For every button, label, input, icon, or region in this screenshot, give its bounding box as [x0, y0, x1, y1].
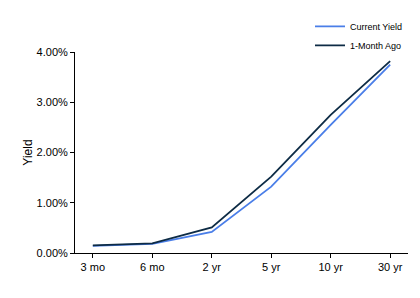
svg-text:1-Month Ago: 1-Month Ago: [350, 41, 401, 51]
svg-text:6 mo: 6 mo: [140, 261, 164, 273]
svg-text:5 yr: 5 yr: [262, 261, 281, 273]
svg-text:3.00%: 3.00%: [37, 96, 68, 108]
svg-text:4.00%: 4.00%: [37, 46, 68, 58]
svg-text:2.00%: 2.00%: [37, 146, 68, 158]
svg-text:3 mo: 3 mo: [81, 261, 105, 273]
svg-text:Current Yield: Current Yield: [350, 22, 402, 32]
svg-text:2 yr: 2 yr: [203, 261, 222, 273]
svg-text:Yield: Yield: [21, 139, 35, 165]
svg-text:0.00%: 0.00%: [37, 247, 68, 259]
svg-text:10 yr: 10 yr: [318, 261, 343, 273]
svg-text:1.00%: 1.00%: [37, 197, 68, 209]
svg-text:30 yr: 30 yr: [378, 261, 403, 273]
